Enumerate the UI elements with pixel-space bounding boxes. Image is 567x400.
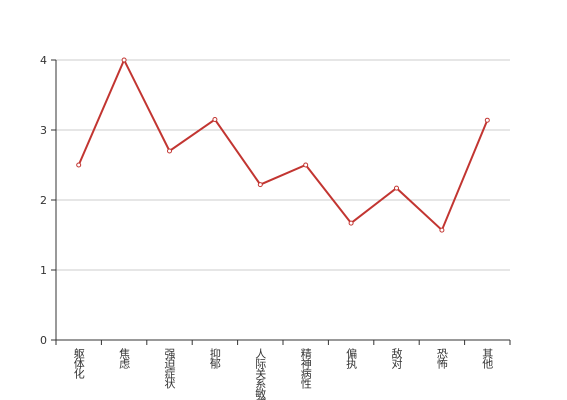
point (484, 117, 490, 123)
point (212, 117, 218, 122)
point (303, 162, 309, 168)
x-tick-label: 其他 (481, 348, 494, 369)
x-tick-label: 焦虑 (118, 348, 131, 369)
point (439, 227, 445, 233)
point (348, 220, 354, 226)
point (167, 148, 172, 154)
x-tick-label: 敌对 (390, 347, 403, 369)
x-tick-label: 精神病性 (299, 348, 312, 390)
y-tick-label: 1 (40, 264, 47, 277)
y-tick-label: 4 (40, 54, 47, 67)
y-tick-label: 2 (40, 194, 47, 207)
point (257, 182, 263, 188)
point (76, 162, 82, 168)
x-tick-label: 抑郁 (208, 347, 221, 369)
x-tick-label: 偏执 (345, 347, 358, 370)
y-tick-label: 3 (40, 124, 47, 137)
line (77, 57, 489, 232)
y-tick-label: 0 (40, 334, 47, 347)
point (121, 57, 127, 63)
x-tick-label: 恐怖 (435, 348, 448, 369)
point (394, 185, 399, 191)
x-tick-label: 强迫症状 (163, 348, 176, 389)
x-tick-label: 躯体化 (72, 348, 85, 380)
x-tick-label: 人际关系敏感 (254, 348, 267, 400)
